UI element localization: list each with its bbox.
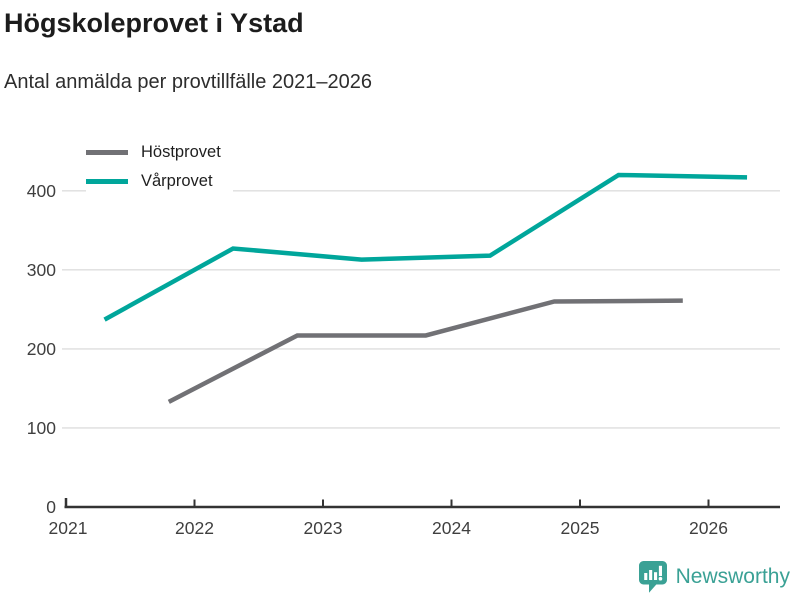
legend-item-vårprovet: Vårprovet [86, 169, 233, 194]
legend-label: Vårprovet [141, 172, 213, 190]
y-axis-tick-label: 100 [27, 418, 56, 438]
brand-name: Newsworthy [675, 565, 790, 588]
chart-title: Högskoleprovet i Ystad [4, 8, 304, 38]
y-axis-tick-label: 200 [27, 339, 56, 359]
x-axis-tick-label: 2025 [561, 518, 600, 538]
x-axis-tick-label: 2026 [689, 518, 728, 538]
x-axis-tick-label: 2024 [432, 518, 471, 538]
y-axis-tick-label: 0 [46, 497, 56, 517]
chart-legend: Höstprovet Vårprovet [86, 140, 233, 198]
brand-footer: Newsworthy [638, 561, 790, 593]
x-axis-tick-label: 2023 [304, 518, 343, 538]
legend-swatch-icon [86, 150, 128, 155]
chart-subtitle: Antal anmälda per provtillfälle 2021–202… [4, 71, 373, 93]
line-vårprovet [103, 172, 748, 322]
legend-item-höstprovet: Höstprovet [86, 140, 233, 165]
newsworthy-logo-icon [638, 561, 667, 593]
line-höstprovet [167, 298, 683, 404]
x-axis-tick-label: 2022 [175, 518, 214, 538]
legend-label: Höstprovet [141, 143, 221, 161]
y-axis-tick-label: 300 [27, 260, 56, 280]
legend-swatch-icon [86, 179, 128, 184]
x-axis-tick-label: 2021 [49, 518, 88, 538]
y-axis-tick-label: 400 [27, 181, 56, 201]
